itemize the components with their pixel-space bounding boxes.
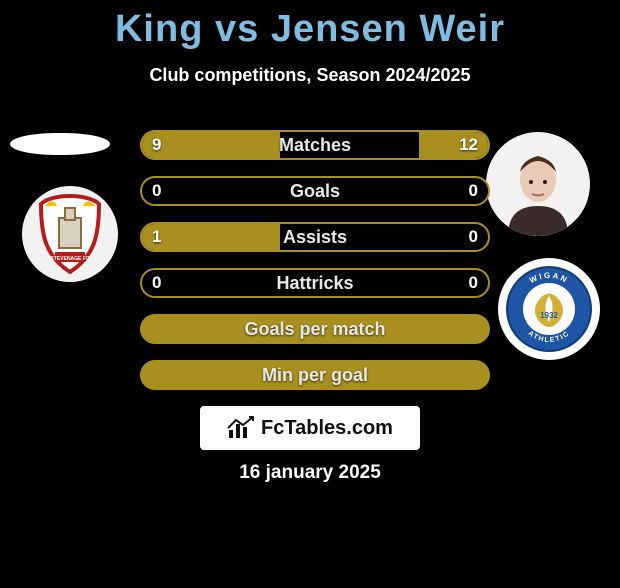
wigan-athletic-crest-icon: 1932 WIGAN ATHLETIC [506, 266, 592, 352]
player1-name: King [115, 8, 203, 50]
player2-name: Jensen Weir [271, 8, 505, 50]
subtitle: Club competitions, Season 2024/2025 [0, 65, 620, 86]
stat-row: Hattricks0 0 [140, 268, 490, 298]
stat-value-left: 9 [152, 132, 161, 158]
stat-label: Matches [142, 132, 488, 158]
stat-value-left: 0 [152, 178, 161, 204]
player2-avatar [486, 132, 590, 236]
stat-row: Matches9 12 [140, 130, 490, 160]
brand-text: FcTables.com [261, 417, 393, 440]
stat-row: Goals0 0 [140, 176, 490, 206]
stat-label: Assists [142, 224, 488, 250]
comparison-title: King vs Jensen Weir [0, 8, 620, 51]
stat-row: Assists1 0 [140, 222, 490, 252]
vs-text: vs [215, 8, 259, 50]
stat-label: Hattricks [142, 270, 488, 296]
stat-row: Min per goal [140, 360, 490, 390]
person-silhouette-icon [488, 136, 588, 236]
club-right-crest: 1932 WIGAN ATHLETIC [498, 258, 600, 360]
date-text: 16 january 2025 [0, 462, 620, 484]
stat-value-right: 12 [459, 132, 478, 158]
stat-label: Goals [142, 178, 488, 204]
stat-row: Goals per match [140, 314, 490, 344]
stat-label: Min per goal [142, 362, 488, 388]
stat-value-left: 0 [152, 270, 161, 296]
stevenage-crest-icon: STEVENAGE FC [35, 194, 105, 274]
player1-avatar [10, 133, 110, 155]
club-left-crest: STEVENAGE FC [22, 186, 118, 282]
svg-text:STEVENAGE FC: STEVENAGE FC [51, 256, 90, 262]
stat-label: Goals per match [142, 316, 488, 342]
bar-chart-icon [227, 416, 255, 440]
stat-bars: Matches912Goals00Assists10Hattricks00Goa… [140, 130, 490, 406]
stat-value-right: 0 [469, 270, 478, 296]
stat-value-left: 1 [152, 224, 161, 250]
stat-value-right: 0 [469, 178, 478, 204]
stat-value-right: 0 [469, 224, 478, 250]
svg-text:1932: 1932 [540, 311, 558, 320]
brand-badge: FcTables.com [200, 406, 420, 450]
